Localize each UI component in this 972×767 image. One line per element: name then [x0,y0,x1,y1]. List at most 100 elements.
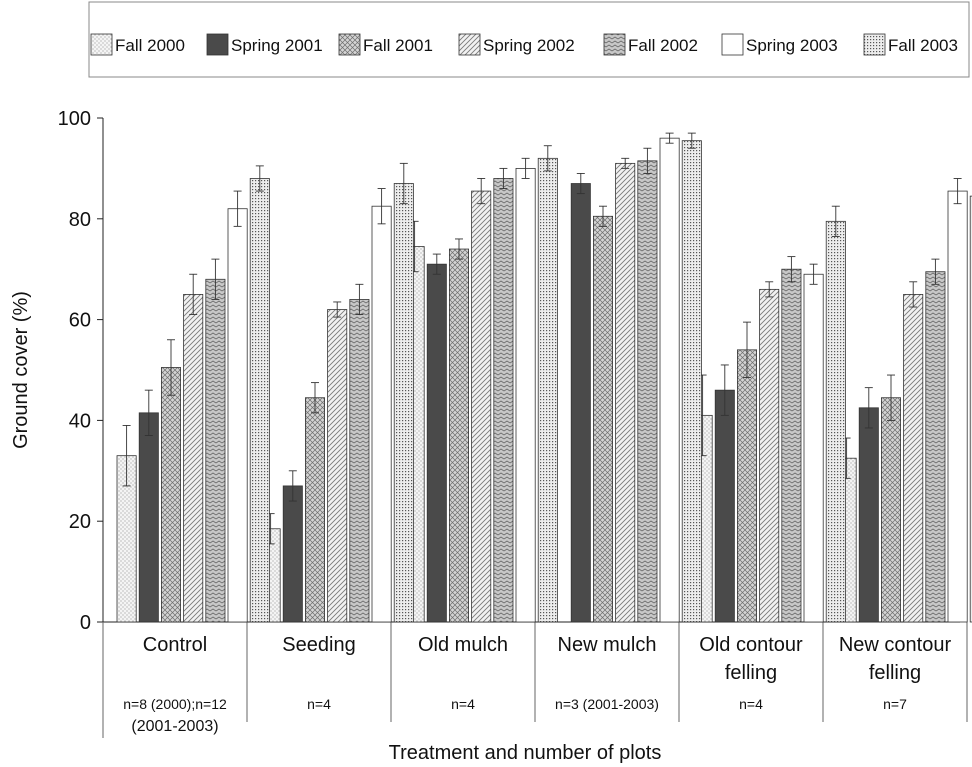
category-plot-count: n=3 (2001-2003) [555,696,659,712]
bar [249,178,270,623]
category-label: Old mulch [418,634,508,656]
category-old-contour-felling: Old contour felling n=4 [699,634,803,712]
legend-item-spring-2001: Spring 2001 [206,33,323,56]
legend-label: Fall 2001 [363,36,433,55]
bar [781,268,802,623]
bars [116,132,972,623]
bar [471,190,492,623]
bar [282,485,303,623]
category-new-mulch: New mulch n=3 (2001-2003) [555,634,659,712]
bar [183,293,204,623]
bar [881,397,902,623]
y-tick-label: 20 [69,511,91,533]
bar [570,183,591,623]
legend-label: Spring 2002 [483,36,575,55]
bar [227,208,248,623]
bar [925,271,946,623]
bar [825,220,846,623]
legend-swatch [863,33,886,56]
category-label: Old contour [699,634,803,656]
category-plot-count: n=4 [307,696,331,712]
bar [138,412,159,623]
category-plot-count: n=4 [451,696,475,712]
bar [205,278,226,623]
y-tick-label: 100 [58,108,91,130]
legend-frame [88,1,970,78]
bar [304,397,325,623]
category-plot-count: n=4 [739,696,763,712]
legend: Fall 2000 Spring 2001 Fall 2001 Spring 2002… [88,1,970,78]
category-old-mulch: Old mulch n=4 [418,634,508,712]
series-spring-2002 [183,157,924,623]
series-spring-2003 [227,132,968,623]
bar [615,162,636,623]
category-label: New mulch [558,634,657,656]
category-label: Control [143,634,207,656]
bar [160,367,181,623]
category-new-contour-felling: New contour felling n=7 [839,634,952,712]
bar [681,140,702,623]
bar [659,137,680,623]
legend-items: Fall 2000 Spring 2001 Fall 2001 Spring 2002… [90,33,958,56]
bar [858,407,879,623]
legend-item-fall-2001: Fall 2001 [338,33,433,56]
legend-swatch [603,33,626,56]
bar [714,389,735,623]
category-label: New contour [839,634,952,656]
bar [759,288,780,623]
legend-item-spring-2002: Spring 2002 [458,33,575,56]
legend-swatch [338,33,361,56]
category-plot-count: n=7 [883,696,907,712]
bar [969,195,972,623]
bar [327,309,348,623]
legend-swatch [90,33,113,56]
y-tick-label: 0 [80,612,91,634]
bar [947,190,968,623]
bar [903,293,924,623]
legend-swatch [721,33,744,56]
category-plot-count: (2001-2003) [131,718,218,735]
legend-label: Spring 2003 [746,36,838,55]
bar [803,273,824,623]
series-fall-2002 [205,147,946,623]
category-plot-count: n=8 (2000);n=12 [123,696,227,712]
category-label: felling [725,662,777,684]
series-spring-2001 [138,172,879,623]
category-seeding: Seeding n=4 [282,634,355,712]
legend-swatch [458,33,481,56]
legend-item-fall-2002: Fall 2002 [603,33,698,56]
series-fall-2003 [249,132,972,623]
x-axis-title: Treatment and number of plots [389,742,662,764]
series-fall-2001 [160,205,902,623]
bar [371,205,392,623]
bar [537,157,558,623]
y-axis-title: Ground cover (%) [10,291,32,449]
legend-label: Spring 2001 [231,36,323,55]
bar [349,299,370,623]
bar [515,167,536,623]
bar [448,248,469,623]
legend-item-fall-2003: Fall 2003 [863,33,958,56]
y-axis: 0 20 40 60 80 100 Ground cover (%) [10,108,104,634]
y-tick-label: 40 [69,410,91,432]
legend-item-spring-2003: Spring 2003 [721,33,838,56]
legend-item-fall-2000: Fall 2000 [90,33,185,56]
bar [737,349,758,623]
legend-label: Fall 2002 [628,36,698,55]
legend-label: Fall 2003 [888,36,958,55]
bar [493,178,514,623]
legend-swatch [206,33,229,56]
bar [637,160,658,623]
bar [593,215,614,623]
y-tick-label: 80 [69,209,91,231]
bar [393,183,414,623]
x-axis: Control n=8 (2000);n=12 (2001-2003) Seeding… [102,621,968,764]
category-label: felling [869,662,921,684]
bar [426,263,447,623]
y-ticks: 0 20 40 60 80 100 [58,108,103,634]
y-tick-label: 60 [69,310,91,332]
category-label: Seeding [282,634,355,656]
category-control: Control n=8 (2000);n=12 (2001-2003) [123,634,227,735]
x-categories: Control n=8 (2000);n=12 (2001-2003) Seeding… [102,622,968,738]
